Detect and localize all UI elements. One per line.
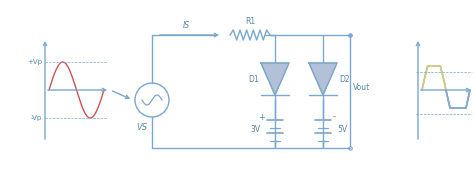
Text: VS: VS [136,123,147,132]
Text: D1: D1 [248,74,259,84]
Polygon shape [261,63,289,95]
Text: IS: IS [182,21,190,30]
Text: +: + [258,113,265,121]
Text: 3V: 3V [251,125,261,135]
Polygon shape [309,63,337,95]
Text: D2: D2 [339,74,350,84]
Text: -: - [333,113,336,121]
Text: Vout: Vout [353,82,370,92]
Text: R1: R1 [245,17,255,26]
Text: 5V: 5V [337,125,347,135]
Text: +Vp: +Vp [27,59,42,65]
Text: -Vp: -Vp [31,115,42,121]
